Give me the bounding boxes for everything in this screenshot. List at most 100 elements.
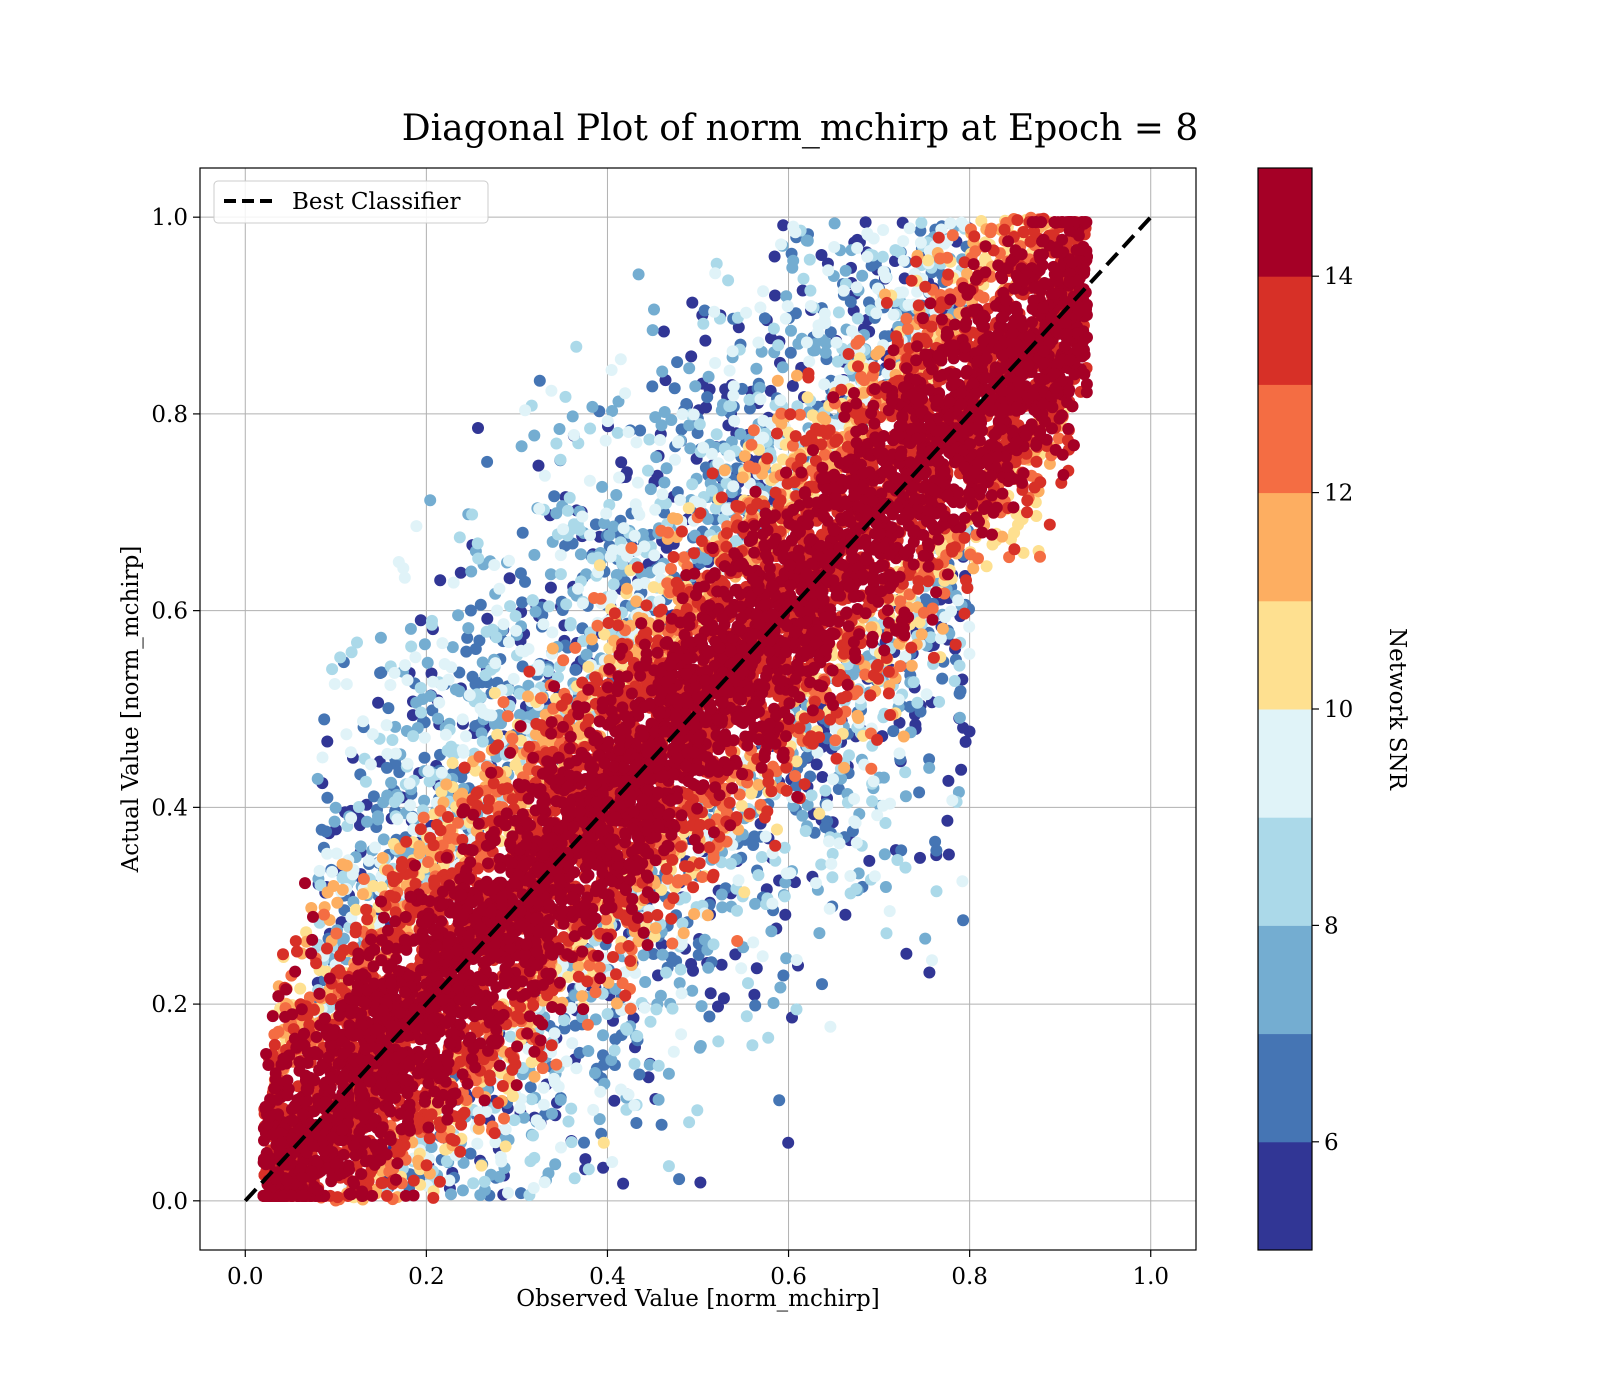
- scatter-point: [707, 852, 720, 864]
- scatter-point: [683, 362, 696, 375]
- scatter-point: [832, 306, 845, 319]
- scatter-point: [605, 589, 618, 602]
- scatter-point: [816, 978, 828, 991]
- scatter-point: [749, 999, 762, 1012]
- scatter-point: [724, 857, 737, 870]
- scatter-point: [620, 1022, 632, 1035]
- scatter-point: [790, 954, 803, 966]
- scatter-point: [900, 312, 913, 325]
- scatter-point: [876, 250, 889, 263]
- scatter-point: [515, 440, 528, 453]
- scatter-point: [675, 1028, 688, 1041]
- scatter-point: [481, 708, 494, 721]
- scatter-point: [601, 1008, 614, 1020]
- scatter-point: [942, 774, 955, 787]
- scatter-point: [340, 678, 353, 691]
- scatter-point: [873, 345, 886, 358]
- scatter-point: [637, 949, 650, 962]
- scatter-point: [745, 438, 758, 451]
- scatter-point: [844, 887, 857, 900]
- scatter-point: [357, 888, 369, 901]
- scatter-point: [381, 747, 394, 760]
- scatter-point: [493, 582, 506, 595]
- scatter-point: [819, 784, 832, 797]
- scatter-point: [779, 908, 792, 921]
- scatter-point: [746, 1039, 759, 1052]
- scatter-point: [899, 790, 912, 803]
- scatter-point: [345, 646, 358, 659]
- scatter-point: [469, 678, 482, 691]
- scatter-point: [537, 1081, 550, 1094]
- scatter-point: [740, 1010, 753, 1023]
- scatter-point: [527, 1182, 540, 1194]
- scatter-point: [883, 905, 896, 918]
- scatter-point: [784, 408, 797, 421]
- scatter-point: [642, 464, 654, 477]
- scatter-point: [660, 462, 673, 475]
- scatter-point: [569, 641, 582, 654]
- scatter-point: [326, 865, 339, 878]
- scatter-point: [372, 810, 384, 823]
- scatter-point: [548, 1027, 561, 1040]
- scatter-point: [475, 1159, 488, 1172]
- scatter-point: [702, 961, 715, 974]
- scatter-point: [769, 839, 782, 852]
- scatter-point: [537, 1098, 550, 1111]
- scatter-point: [357, 873, 370, 885]
- scatter-point: [550, 437, 563, 450]
- scatter-point: [436, 637, 449, 650]
- scatter-point: [461, 631, 474, 644]
- scatter-point: [789, 781, 802, 794]
- scatter-point: [709, 267, 722, 280]
- scatter-point: [492, 1097, 505, 1109]
- scatter-point: [481, 612, 494, 625]
- scatter-point: [545, 384, 558, 397]
- scatter-point: [422, 765, 435, 778]
- scatter-point: [366, 728, 379, 741]
- scatter-point: [349, 903, 362, 916]
- scatter-point: [767, 322, 780, 335]
- scatter-point: [415, 706, 427, 719]
- scatter-point: [829, 734, 842, 747]
- scatter-point: [464, 604, 477, 617]
- scatter-point: [501, 710, 514, 723]
- scatter-point: [727, 380, 740, 393]
- scatter-point: [899, 861, 912, 874]
- scatter-point: [731, 935, 744, 947]
- scatter-point: [414, 614, 427, 627]
- scatter-point: [777, 969, 790, 982]
- scatter-point: [600, 507, 613, 520]
- scatter-point: [828, 217, 841, 230]
- scatter-point: [334, 651, 347, 664]
- scatter-point: [544, 568, 557, 581]
- scatter-point: [644, 1015, 657, 1028]
- scatter-point: [953, 687, 966, 700]
- scatter-point: [351, 636, 363, 649]
- scatter-point: [606, 1156, 619, 1168]
- scatter-point: [972, 552, 984, 565]
- scatter-point: [508, 1114, 521, 1127]
- scatter-point: [558, 1014, 571, 1027]
- scatter-point: [667, 512, 680, 525]
- scatter-point: [417, 811, 430, 824]
- scatter-point: [1034, 550, 1046, 563]
- scatter-point: [559, 539, 572, 552]
- scatter-point: [528, 1151, 541, 1164]
- scatter-point: [504, 1030, 517, 1043]
- scatter-point: [878, 848, 891, 861]
- scatter-point: [584, 422, 597, 435]
- scatter-point: [607, 578, 620, 591]
- scatter-point: [445, 746, 458, 759]
- scatter-point: [518, 645, 531, 658]
- scatter-point: [819, 346, 832, 359]
- scatter-point: [516, 526, 529, 539]
- scatter-point: [587, 1103, 600, 1116]
- scatter-point: [826, 871, 839, 884]
- scatter-point: [572, 582, 584, 595]
- scatter-point: [502, 1186, 514, 1199]
- scatter-point: [767, 997, 780, 1009]
- scatter-point: [316, 751, 329, 764]
- scatter-point: [799, 825, 812, 837]
- scatter-point: [469, 643, 482, 655]
